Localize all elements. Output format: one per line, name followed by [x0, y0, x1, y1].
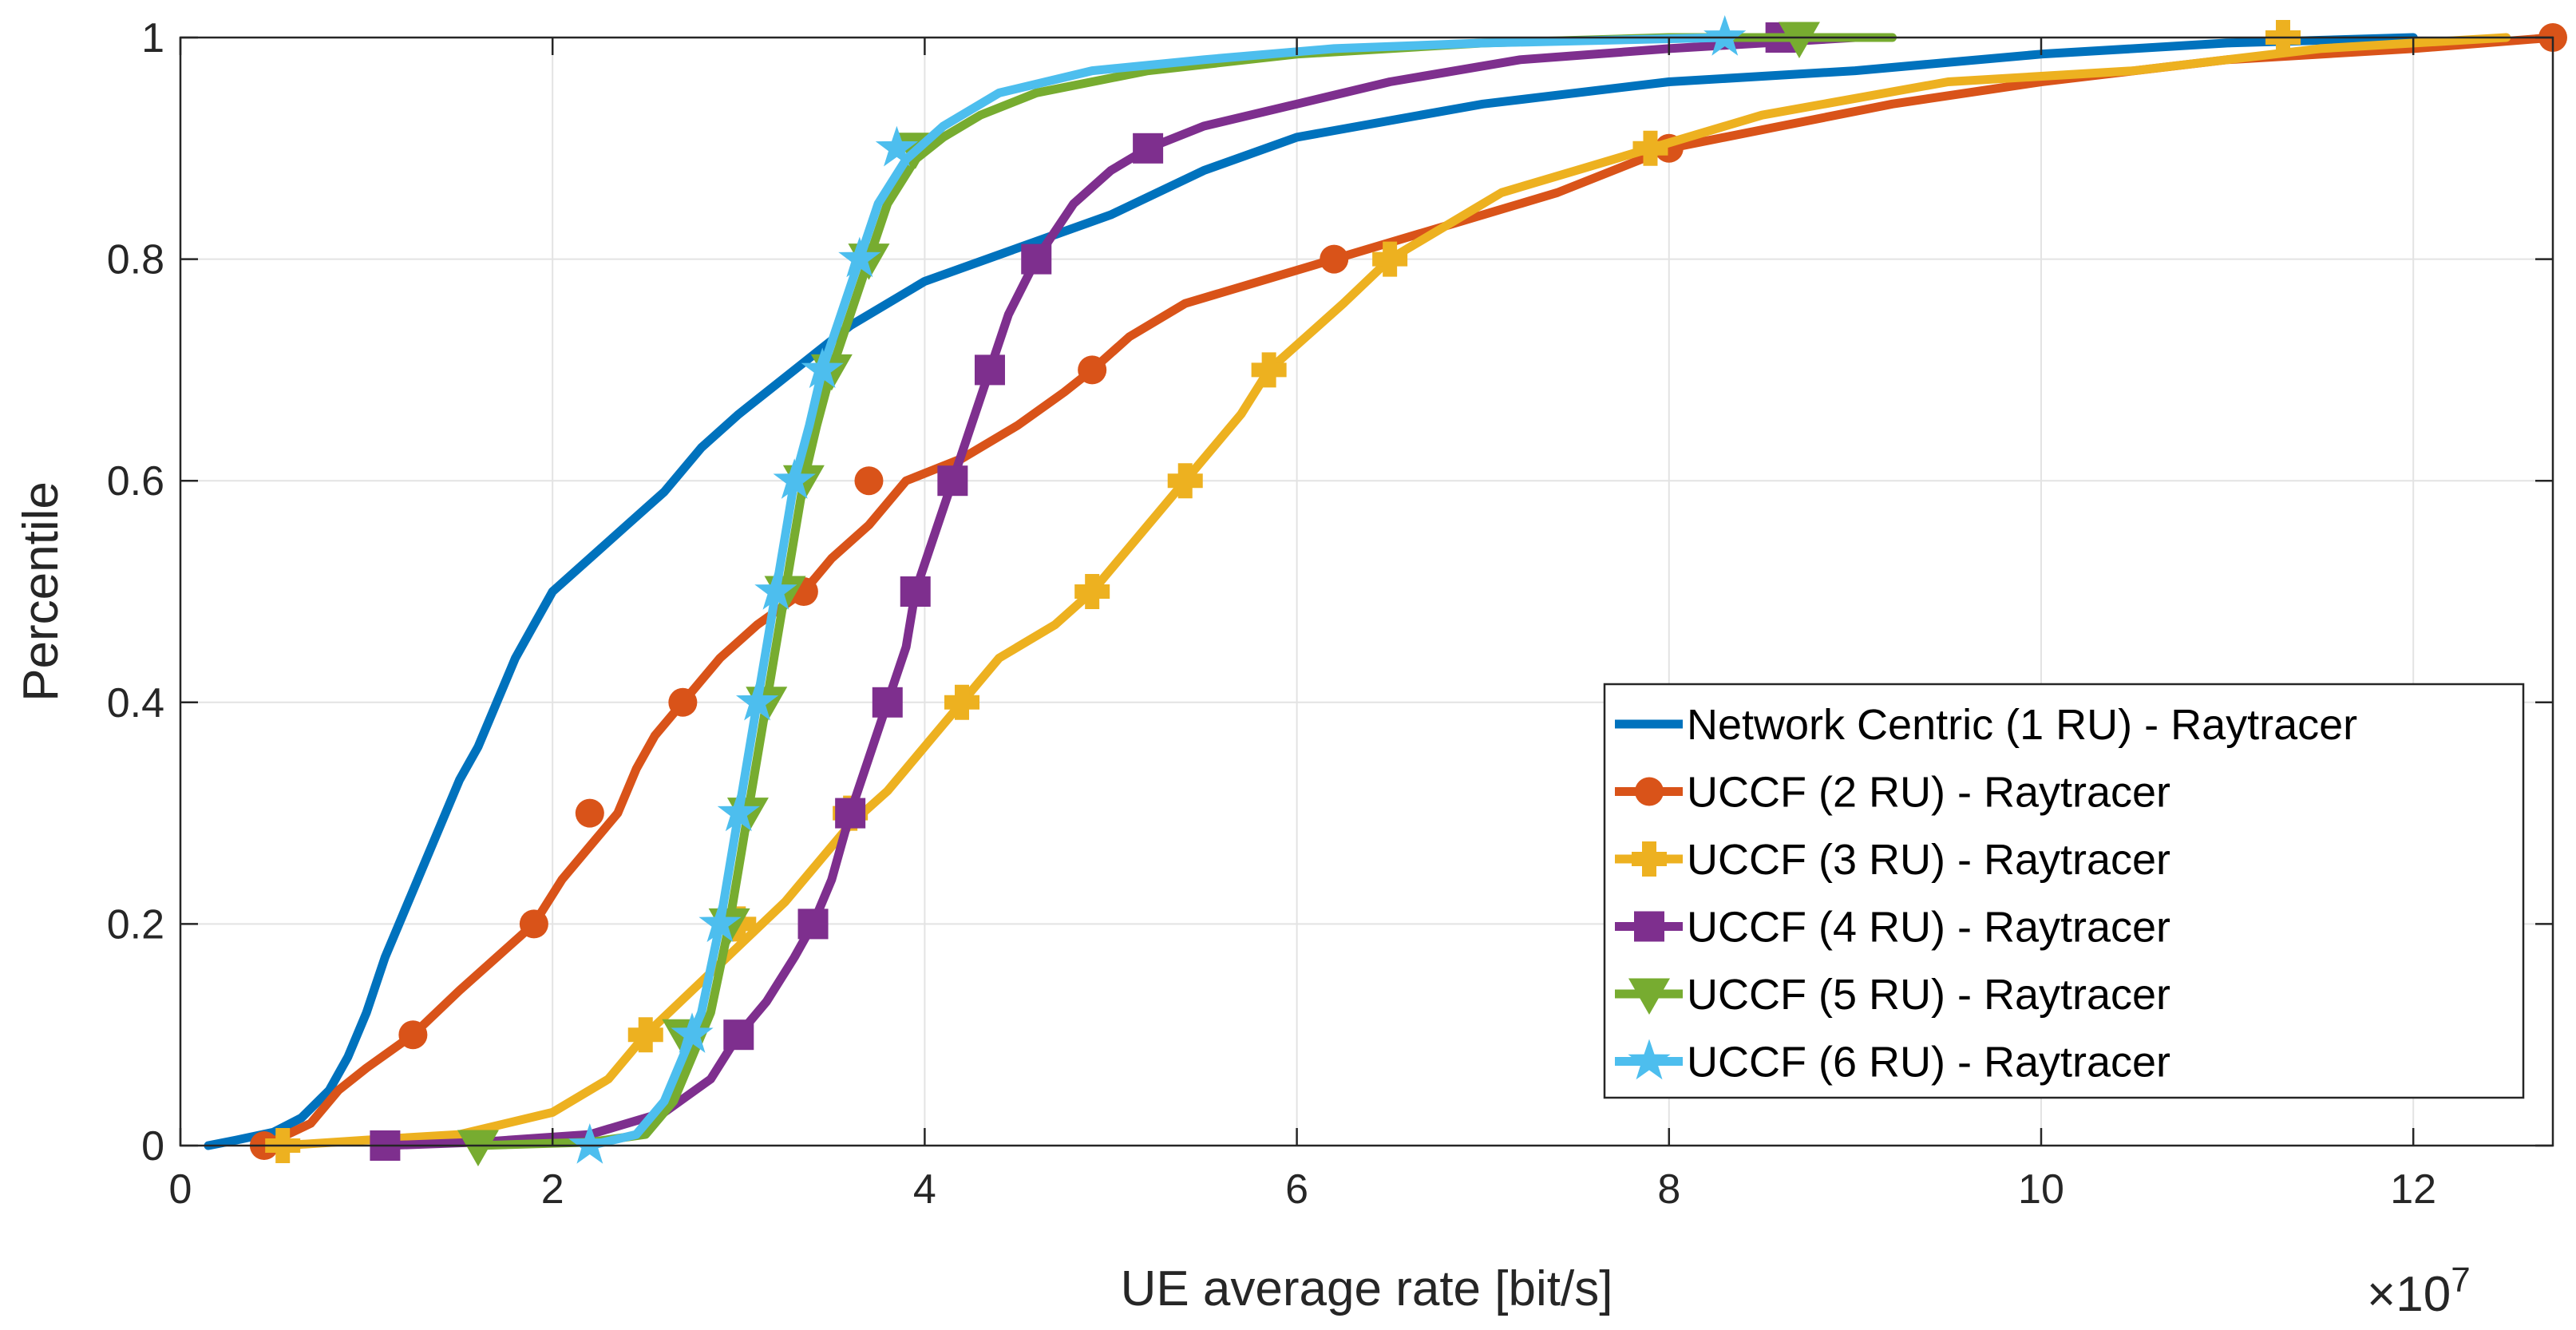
series-6-marker-2: [698, 901, 742, 943]
series-4-marker-9: [1133, 133, 1164, 164]
x-tick-label-6: 12: [2390, 1166, 2436, 1213]
series-3-marker-1: [627, 1017, 663, 1053]
series-6-marker-10: [1703, 15, 1747, 56]
x-exponent-times: ×: [2367, 1267, 2396, 1322]
series-6-marker-8: [838, 236, 881, 278]
legend-box: [1603, 683, 2525, 1099]
series-6-marker-9: [875, 125, 919, 167]
series-1: [204, 33, 2418, 1150]
series-line-1: [204, 33, 2418, 1150]
legend-marker-3: [1632, 841, 1667, 877]
x-axis-label: UE average rate [bit/s]: [1121, 1261, 1613, 1316]
series-3-marker-7: [1251, 352, 1287, 388]
legend-entry-6: UCCF (6 RU) - Raytracer: [1615, 1039, 2170, 1087]
series-4-marker-6: [937, 465, 968, 497]
x-exponent-base: 10: [2396, 1267, 2451, 1322]
series-2-marker-4: [668, 687, 698, 717]
y-axis-label: Percentile: [14, 481, 69, 702]
series-2-marker-8: [1320, 244, 1349, 274]
series-line-3: [278, 33, 2511, 1150]
series-5-marker-0: [457, 1130, 499, 1166]
x-tick-label-3: 6: [1285, 1166, 1308, 1213]
legend-label-1: Network Centric (1 RU) - Raytracer: [1687, 701, 2357, 749]
series-6-marker-4: [736, 679, 779, 721]
x-axis-exponent: ×107: [2367, 1261, 2471, 1322]
legend-marker-5: [1628, 978, 1670, 1015]
x-tick-label-1: 2: [541, 1166, 564, 1213]
series-2-marker-6: [854, 466, 884, 496]
y-tick-label-4: 0.8: [107, 237, 164, 283]
series-4-marker-5: [900, 576, 931, 607]
legend-entry-4: UCCF (4 RU) - Raytracer: [1615, 904, 2170, 952]
series-4-marker-3: [835, 798, 866, 829]
legend-entry-5: UCCF (5 RU) - Raytracer: [1615, 971, 2170, 1019]
series-6: [568, 15, 1747, 1164]
legend-label-3: UCCF (3 RU) - Raytracer: [1687, 836, 2170, 884]
axis-ticks: 0 2 4 6 8 10 12 0 0.2 0.4 0.6 0.8 1: [107, 15, 2553, 1213]
series-6-marker-5: [754, 569, 797, 610]
series-line-5: [473, 33, 1897, 1150]
series-3-marker-9: [1632, 130, 1668, 166]
y-tick-label-3: 0.6: [107, 458, 164, 505]
series-4: [370, 22, 1860, 1161]
y-tick-label-5: 1: [141, 15, 164, 61]
y-tick-label-2: 0.4: [107, 680, 164, 726]
legend-label-5: UCCF (5 RU) - Raytracer: [1687, 971, 2170, 1019]
legend-entry-1: Network Centric (1 RU) - Raytracer: [1615, 701, 2357, 749]
series-6-marker-1: [671, 1012, 714, 1053]
series-6-marker-6: [773, 458, 816, 499]
x-tick-label-4: 8: [1657, 1166, 1680, 1213]
series-6-marker-3: [717, 790, 760, 832]
series-3-marker-8: [1372, 241, 1408, 277]
series-2-marker-3: [575, 798, 604, 828]
series-4-marker-7: [974, 354, 1005, 386]
series-2-marker-2: [519, 909, 548, 939]
series-4-marker-8: [1021, 243, 1052, 275]
series-6-marker-7: [801, 347, 844, 389]
x-tick-label-0: 0: [169, 1166, 192, 1213]
legend-entry-2: UCCF (2 RU) - Raytracer: [1615, 769, 2170, 817]
series-4-marker-2: [797, 908, 829, 940]
legend-entry-3: UCCF (3 RU) - Raytracer: [1615, 836, 2170, 884]
x-tick-label-2: 4: [913, 1166, 936, 1213]
legend: Network Centric (1 RU) - Raytracer UCCF (…: [1603, 683, 2525, 1099]
y-tick-label-1: 0.2: [107, 901, 164, 948]
series-3-marker-4: [944, 684, 980, 720]
series-line-6: [585, 33, 1730, 1150]
series-4-marker-4: [872, 687, 903, 718]
x-exponent-power: 7: [2451, 1261, 2470, 1300]
legend-label-6: UCCF (6 RU) - Raytracer: [1687, 1039, 2170, 1087]
y-tick-label-0: 0: [141, 1123, 164, 1170]
series-2-marker-1: [398, 1020, 428, 1050]
x-tick-label-5: 10: [2018, 1166, 2064, 1213]
series-4-marker-1: [723, 1019, 754, 1051]
series-2-marker-7: [1078, 355, 1107, 385]
legend-marker-6: [1628, 1039, 1671, 1080]
series-6-marker-0: [568, 1123, 611, 1164]
series-3-marker-6: [1167, 463, 1203, 499]
series-5-marker-10: [1778, 22, 1820, 58]
legend-label-2: UCCF (2 RU) - Raytracer: [1687, 769, 2170, 817]
legend-marker-2: [1635, 777, 1664, 806]
series-group: [204, 15, 2567, 1166]
legend-marker-4: [1634, 911, 1664, 942]
legend-label-4: UCCF (4 RU) - Raytracer: [1687, 904, 2170, 952]
svg-text:×107: ×107: [2367, 1261, 2471, 1322]
plot-frame: [179, 36, 2554, 1147]
series-3-marker-5: [1074, 574, 1110, 609]
